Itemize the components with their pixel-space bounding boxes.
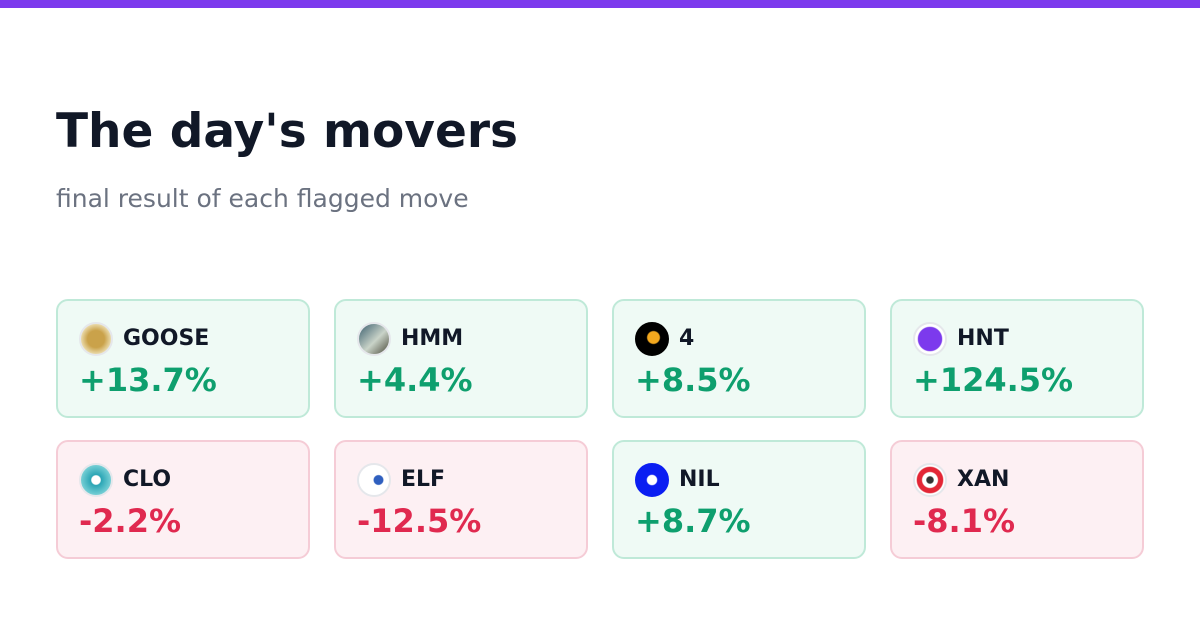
token-icon <box>913 322 947 356</box>
token-icon <box>635 463 669 497</box>
token-icon <box>357 322 391 356</box>
price-change: +8.5% <box>635 361 751 399</box>
token-symbol: GOOSE <box>123 326 210 351</box>
mover-card: ELF -12.5% <box>334 440 588 559</box>
mover-card: GOOSE +13.7% <box>56 299 310 418</box>
token-symbol: HMM <box>401 326 464 351</box>
price-change: -8.1% <box>913 502 1016 540</box>
price-change: +4.4% <box>357 361 473 399</box>
mover-card: HNT +124.5% <box>890 299 1144 418</box>
mover-card: HMM +4.4% <box>334 299 588 418</box>
price-change: -2.2% <box>79 502 182 540</box>
mover-card: CLO -2.2% <box>56 440 310 559</box>
mover-card: XAN -8.1% <box>890 440 1144 559</box>
title: The day's movers <box>56 104 518 159</box>
token-icon <box>913 463 947 497</box>
token-symbol: NIL <box>679 467 720 492</box>
mover-card: 4 +8.5% <box>612 299 866 418</box>
token-symbol: 4 <box>679 326 695 351</box>
token-symbol: HNT <box>957 326 1009 351</box>
card-grid: GOOSE +13.7% HMM +4.4% 4 +8.5% HNT +124.5% CLO -2… <box>56 299 1146 559</box>
price-change: +8.7% <box>635 502 751 540</box>
token-icon <box>635 322 669 356</box>
price-change: +13.7% <box>79 361 217 399</box>
price-change: +124.5% <box>913 361 1074 399</box>
token-icon <box>357 463 391 497</box>
token-icon <box>79 322 113 356</box>
token-symbol: XAN <box>957 467 1010 492</box>
top-bar <box>0 0 1200 8</box>
mover-card: NIL +8.7% <box>612 440 866 559</box>
price-change: -12.5% <box>357 502 482 540</box>
token-symbol: CLO <box>123 467 172 492</box>
token-icon <box>79 463 113 497</box>
token-symbol: ELF <box>401 467 446 492</box>
subtitle: final result of each flagged move <box>56 184 469 213</box>
